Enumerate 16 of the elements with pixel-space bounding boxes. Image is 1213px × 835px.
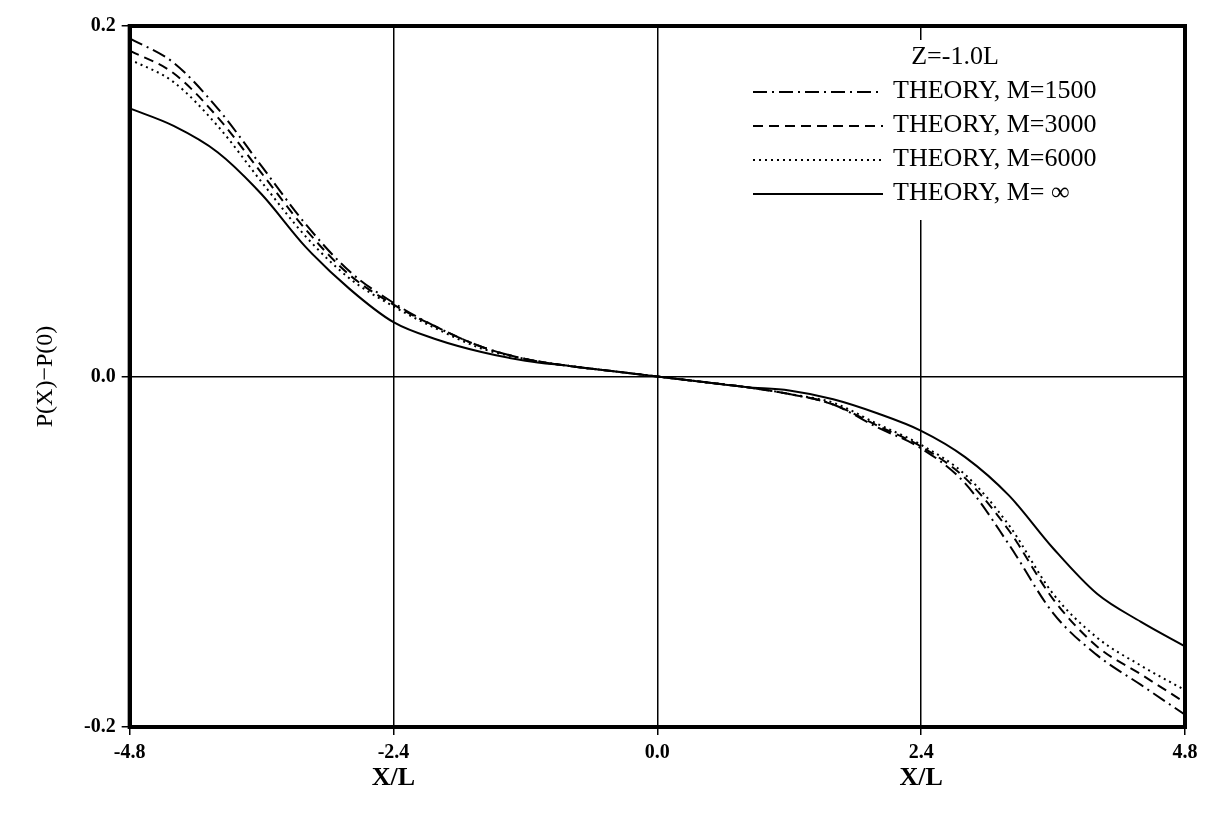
x-tick-label: 2.4	[908, 740, 934, 763]
x-tick-label: 4.8	[1172, 740, 1198, 763]
y-tick-label: 0.0	[90, 363, 116, 386]
y-axis-title: P(X)−P(0)	[31, 325, 58, 428]
x-tick-label: -2.4	[377, 740, 410, 763]
y-tick-label: 0.2	[90, 13, 116, 36]
legend-title: Z=-1.0L	[911, 40, 999, 70]
x-tick-label: -4.8	[113, 740, 146, 763]
x-axis-title: X/L	[371, 761, 416, 791]
y-tick-label: -0.2	[83, 714, 116, 737]
legend-label: THEORY, M= ∞	[893, 176, 1070, 206]
x-tick-label: 0.0	[644, 740, 670, 763]
legend-label: THEORY, M=6000	[893, 142, 1097, 172]
legend-label: THEORY, M=3000	[893, 108, 1097, 138]
text: X/L	[899, 761, 943, 791]
legend-label: THEORY, M=1500	[893, 74, 1097, 104]
